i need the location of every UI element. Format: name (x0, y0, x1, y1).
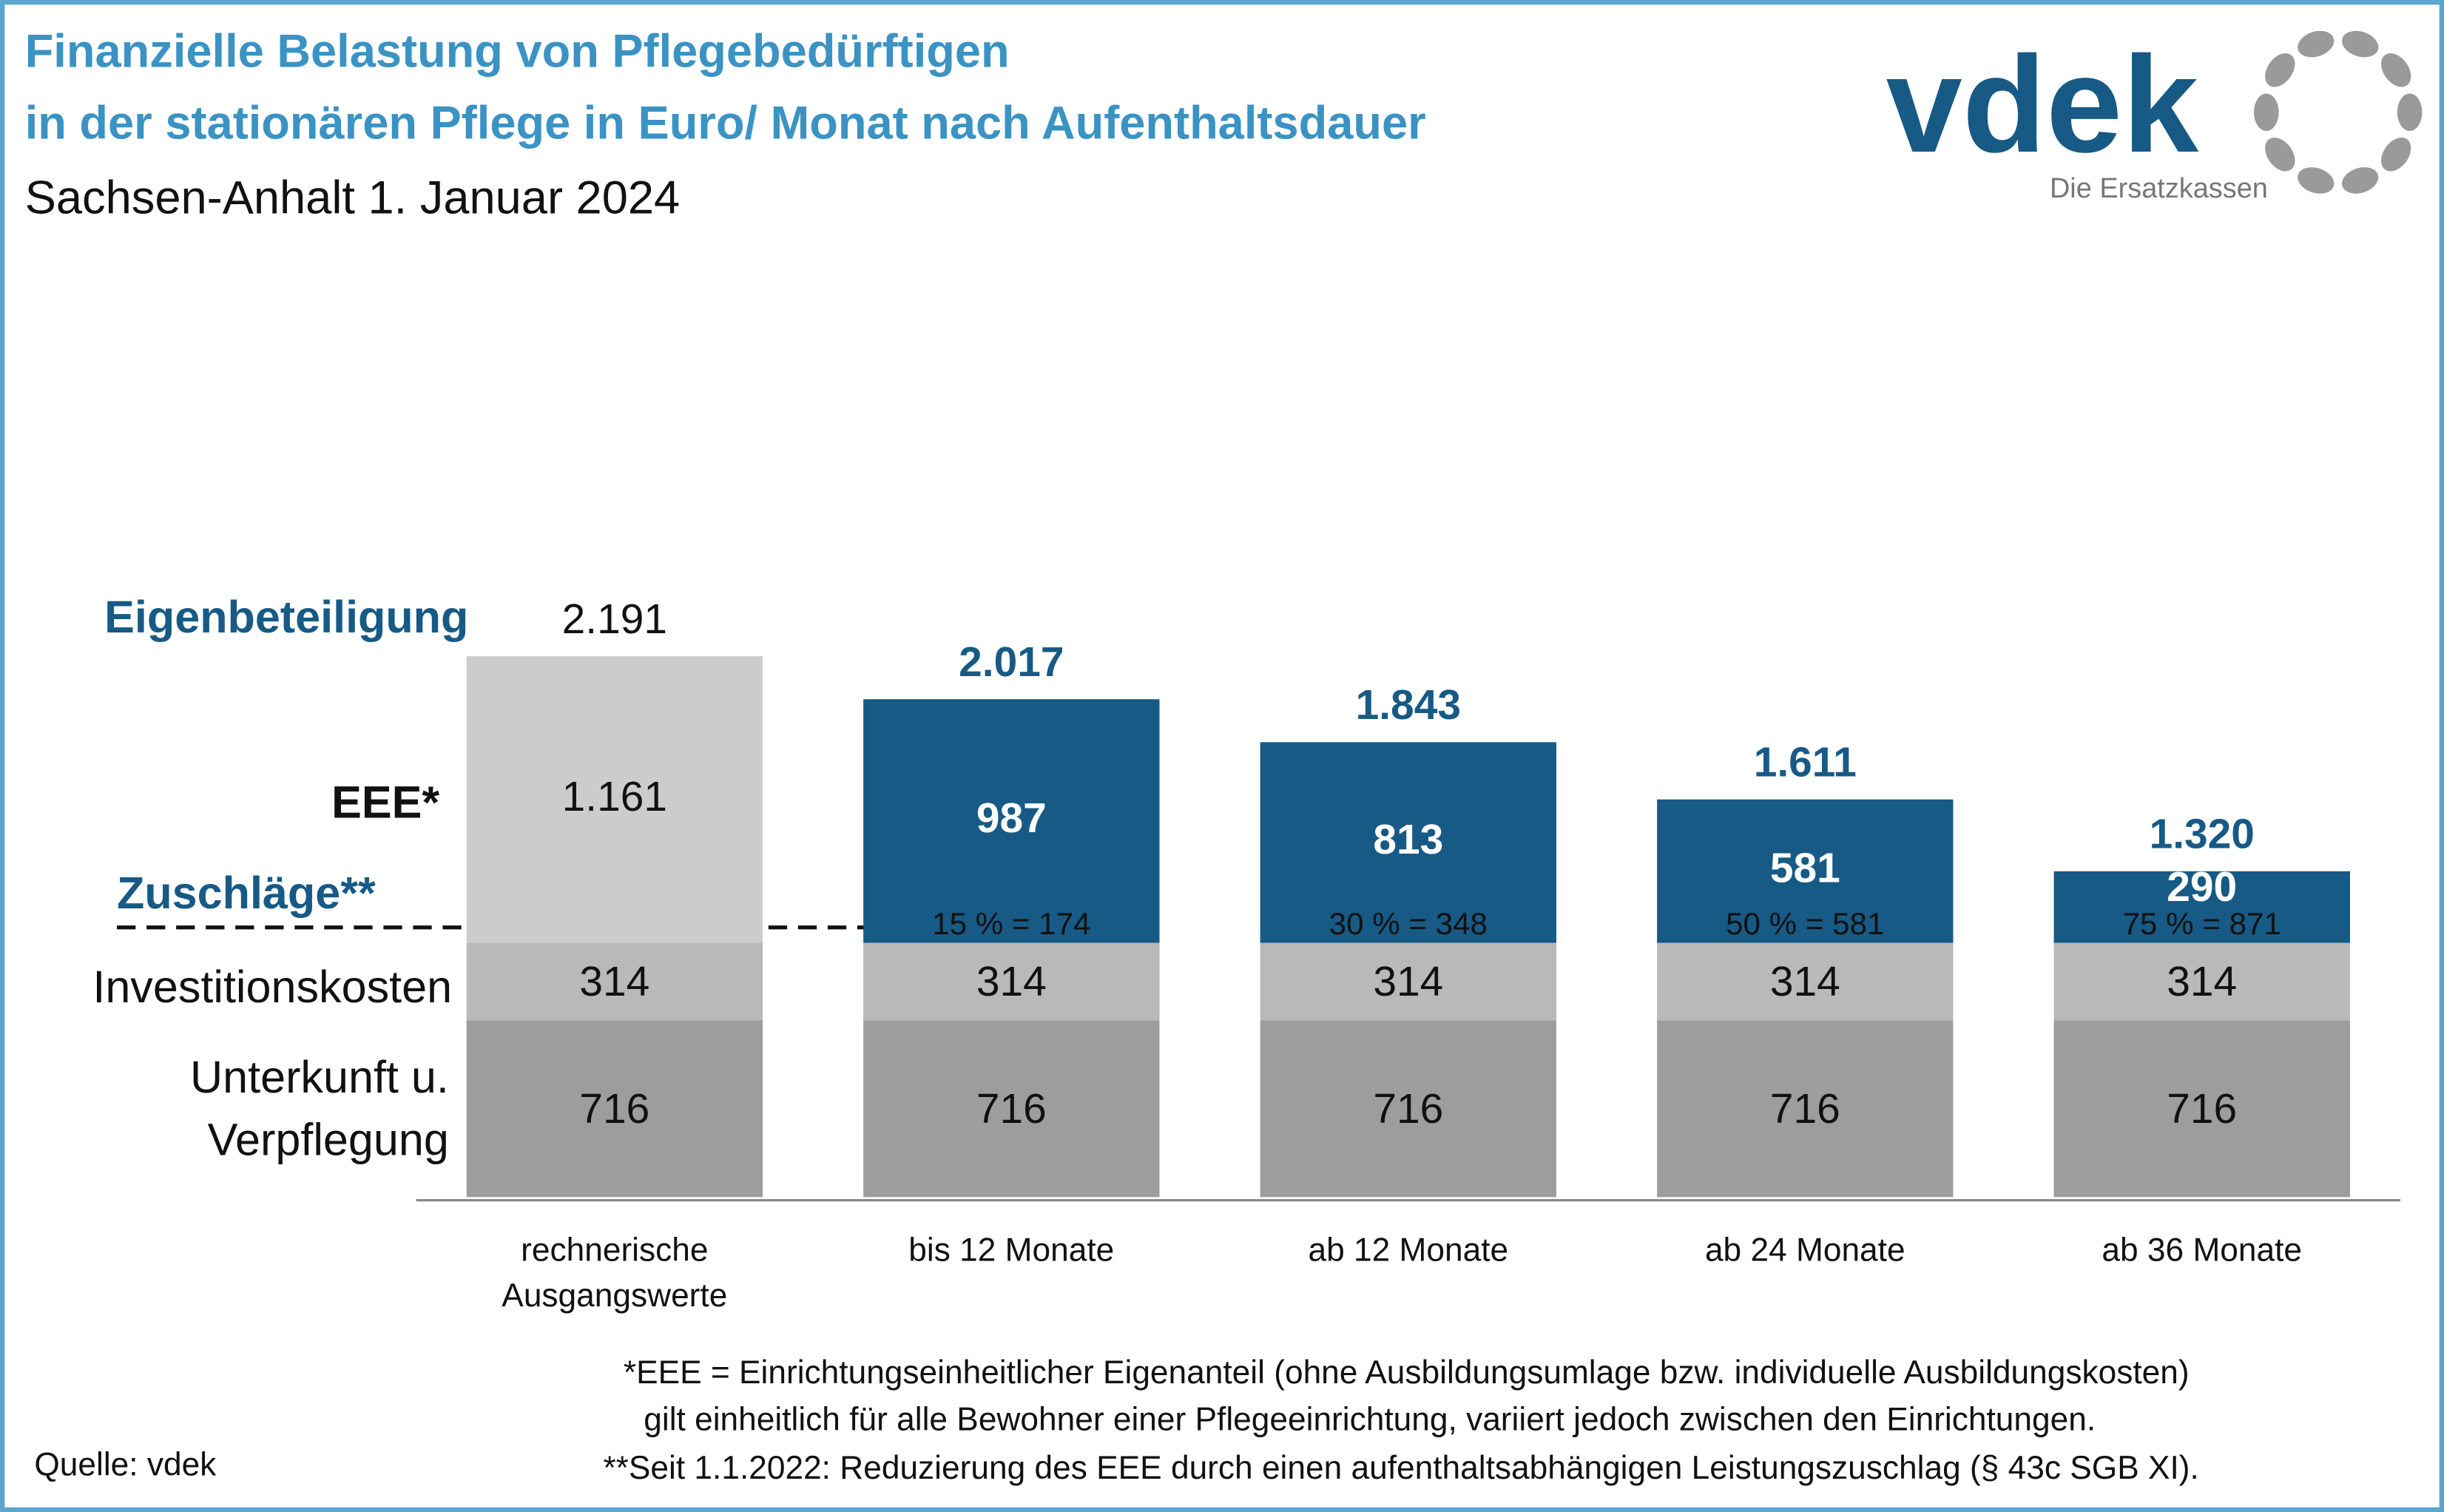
x-tick-label-box: bis 12 Monate (908, 1232, 1115, 1269)
logo-dot (2253, 93, 2279, 132)
value-label: 987 (976, 794, 1047, 842)
series-label-box: Unterkunft u. Verpflegung (190, 1053, 449, 1167)
surcharge-label: Zuschläge** (117, 868, 376, 918)
x-tick-label-box: ab 12 Monate (1308, 1232, 1509, 1269)
title-line: Finanzielle Belastung von Pflegebedürfti… (25, 25, 1010, 77)
x-tick-label: bis 12 Monate (908, 1232, 1115, 1269)
value-label: 314 (1373, 958, 1443, 1005)
logo-dot (2380, 53, 2411, 87)
value-label: 716 (976, 1085, 1047, 1133)
footnote: *EEE = Einrichtungseinheitlicher Eigenan… (624, 1354, 2190, 1391)
footnote: gilt einheitlich für alle Bewohner einer… (644, 1401, 2096, 1437)
subtitle: Sachsen-Anhalt 1. Januar 2024 (25, 172, 680, 224)
value-label: 716 (1373, 1085, 1443, 1133)
value-label: 314 (579, 958, 649, 1005)
source: Quelle: vdek (34, 1447, 217, 1483)
bar-segment (1260, 742, 1556, 943)
bar-segment (1260, 1020, 1556, 1198)
total-label: 2.191 (562, 595, 667, 643)
surcharge-annotation: 50 % = 581 (1726, 906, 1884, 941)
value-label: 290 (2167, 863, 2237, 911)
x-tick-label-box: rechnerische Ausgangswerte (502, 1232, 728, 1314)
bar-segment (1657, 942, 1954, 1021)
logo-dot (2342, 30, 2379, 58)
series-label: EEE* (331, 777, 439, 828)
bar-segment (1657, 799, 1954, 943)
logo-dot (2265, 137, 2295, 172)
bar-segment (863, 1020, 1160, 1198)
surcharge-annotation: 30 % = 348 (1329, 906, 1488, 941)
value-label: 314 (1770, 958, 1840, 1005)
totals-label: Eigenbeteiligung (104, 592, 468, 642)
bar-segment (2053, 1020, 2350, 1198)
logo-dot (2342, 167, 2379, 194)
x-tick-label-box: ab 36 Monate (2102, 1232, 2303, 1269)
surcharge-annotation: 75 % = 871 (2123, 906, 2281, 941)
logo-text: vdek (1886, 28, 2199, 181)
logo-dot (2298, 30, 2335, 58)
total-label: 1.843 (1356, 681, 1461, 729)
bar-segment (466, 942, 763, 1021)
total-label: 1.320 (2150, 810, 2255, 857)
surcharge-annotation: 15 % = 174 (932, 906, 1090, 941)
bar-segment (2053, 871, 2350, 943)
x-tick-label-box: ab 24 Monate (1704, 1232, 1905, 1269)
value-label: 314 (976, 958, 1047, 1005)
bar-segment (863, 942, 1160, 1021)
logo-ring (2253, 30, 2423, 194)
bar-segment (1657, 1020, 1954, 1198)
value-label: 716 (579, 1085, 649, 1133)
bar-segment (466, 1020, 763, 1198)
logo: vdek Die Ersatzkassen (1886, 28, 2423, 204)
total-label: 2.017 (959, 638, 1064, 686)
bar-segment (466, 656, 763, 943)
bar-segment (1260, 942, 1556, 1021)
bar-segment (863, 699, 1160, 943)
title-line: in der stationären Pflege in Euro/ Monat… (25, 97, 1426, 149)
x-tick-label: ab 36 Monate (2102, 1232, 2303, 1269)
logo-dot (2265, 53, 2295, 87)
footnote: **Seit 1.1.2022: Reduzierung des EEE dur… (603, 1450, 2198, 1486)
bar-segment (2053, 942, 2350, 1021)
x-tick-label: ab 12 Monate (1308, 1232, 1509, 1269)
logo-dot (2397, 93, 2423, 132)
total-label: 1.611 (1754, 738, 1857, 786)
value-label: 813 (1373, 816, 1443, 863)
logo-dot (2298, 167, 2335, 194)
value-label: 1.161 (562, 773, 667, 820)
series-label-box: Investitionskosten (92, 963, 453, 1013)
value-label: 716 (1770, 1085, 1840, 1133)
logo-tagline: Die Ersatzkassen (2050, 173, 2268, 204)
value-label: 716 (2167, 1085, 2237, 1133)
x-tick-label: ab 24 Monate (1704, 1232, 1905, 1269)
x-tick-label: rechnerische Ausgangswerte (502, 1232, 728, 1314)
value-label: 581 (1770, 845, 1840, 892)
series-label: Unterkunft u. Verpflegung (190, 1053, 449, 1167)
value-label: 314 (2167, 958, 2237, 1005)
series-label: Investitionskosten (92, 963, 453, 1013)
logo-dot (2380, 137, 2411, 172)
